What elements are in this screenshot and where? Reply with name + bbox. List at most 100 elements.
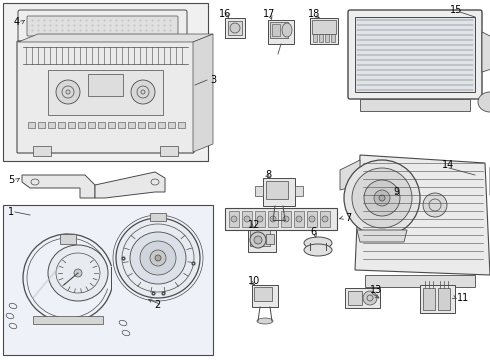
Text: 7: 7 [345,213,351,223]
Text: 1: 1 [8,207,14,217]
Polygon shape [482,32,490,72]
Polygon shape [95,172,165,198]
Bar [268,211,278,227]
Ellipse shape [304,237,332,249]
Ellipse shape [322,216,328,222]
Ellipse shape [423,193,447,217]
FancyBboxPatch shape [27,16,178,36]
Text: 16: 16 [219,9,231,19]
Bar [320,211,330,227]
Bar [345,288,380,308]
Ellipse shape [363,291,377,305]
Ellipse shape [257,216,263,222]
Ellipse shape [48,245,108,301]
Bar [438,288,450,310]
Bar [3,205,213,355]
Polygon shape [360,99,470,111]
Text: 15: 15 [450,5,463,15]
Ellipse shape [270,216,276,222]
Ellipse shape [257,318,273,324]
FancyBboxPatch shape [348,10,482,99]
Bar [348,291,362,305]
Ellipse shape [74,269,82,277]
Ellipse shape [352,168,412,228]
Bar [3,3,208,161]
Bar [225,18,245,38]
Ellipse shape [250,232,266,248]
Polygon shape [357,230,407,242]
FancyBboxPatch shape [17,41,194,153]
Bar [272,24,280,36]
Bar [33,146,51,156]
Bar [178,122,185,128]
Ellipse shape [150,250,166,266]
Bar [254,287,272,301]
Bar [98,122,105,128]
Bar [60,234,76,244]
Ellipse shape [304,244,332,256]
Polygon shape [340,160,360,190]
Bar [225,208,337,230]
Bar [294,211,304,227]
Ellipse shape [254,236,262,244]
Bar [118,122,125,128]
Ellipse shape [309,216,315,222]
Text: 18: 18 [308,9,320,19]
Bar [268,20,294,44]
Text: 2: 2 [154,300,160,310]
Bar [158,122,165,128]
Text: 8: 8 [265,170,271,180]
Text: 12: 12 [248,220,260,230]
Bar [266,181,288,199]
Bar [138,122,145,128]
Polygon shape [18,34,213,42]
Ellipse shape [131,80,155,104]
Ellipse shape [283,216,289,222]
Text: 13: 13 [370,285,382,295]
Ellipse shape [155,255,161,261]
Polygon shape [22,175,95,198]
Text: 3: 3 [210,75,216,85]
Bar [88,74,123,96]
Ellipse shape [344,160,420,236]
Bar [325,34,329,42]
Bar [108,122,115,128]
Bar [313,34,317,42]
Bar [310,18,338,44]
Bar [78,122,85,128]
Text: 4: 4 [14,17,20,27]
FancyBboxPatch shape [18,10,187,42]
Ellipse shape [130,232,186,284]
Text: 5: 5 [8,175,14,185]
Bar [88,122,95,128]
Bar [242,211,252,227]
Bar [48,70,163,115]
Bar [270,22,288,38]
Bar [281,211,291,227]
Bar [355,17,475,92]
Bar [295,186,303,196]
Bar [38,122,45,128]
Bar [250,230,270,246]
Bar [255,186,263,196]
Text: 9: 9 [393,187,399,197]
Bar [229,211,239,227]
Bar [168,122,175,128]
Bar [252,285,278,307]
Bar [307,211,317,227]
Ellipse shape [231,216,237,222]
Ellipse shape [56,80,80,104]
Bar [263,178,295,206]
Bar [33,316,103,324]
Ellipse shape [364,180,400,216]
Polygon shape [365,275,475,287]
Bar [160,146,178,156]
Bar [319,34,323,42]
Bar [68,122,75,128]
Ellipse shape [244,216,250,222]
Bar [228,21,242,35]
Polygon shape [355,155,490,275]
Ellipse shape [379,195,385,201]
Bar [148,122,155,128]
Text: 17: 17 [263,9,275,19]
